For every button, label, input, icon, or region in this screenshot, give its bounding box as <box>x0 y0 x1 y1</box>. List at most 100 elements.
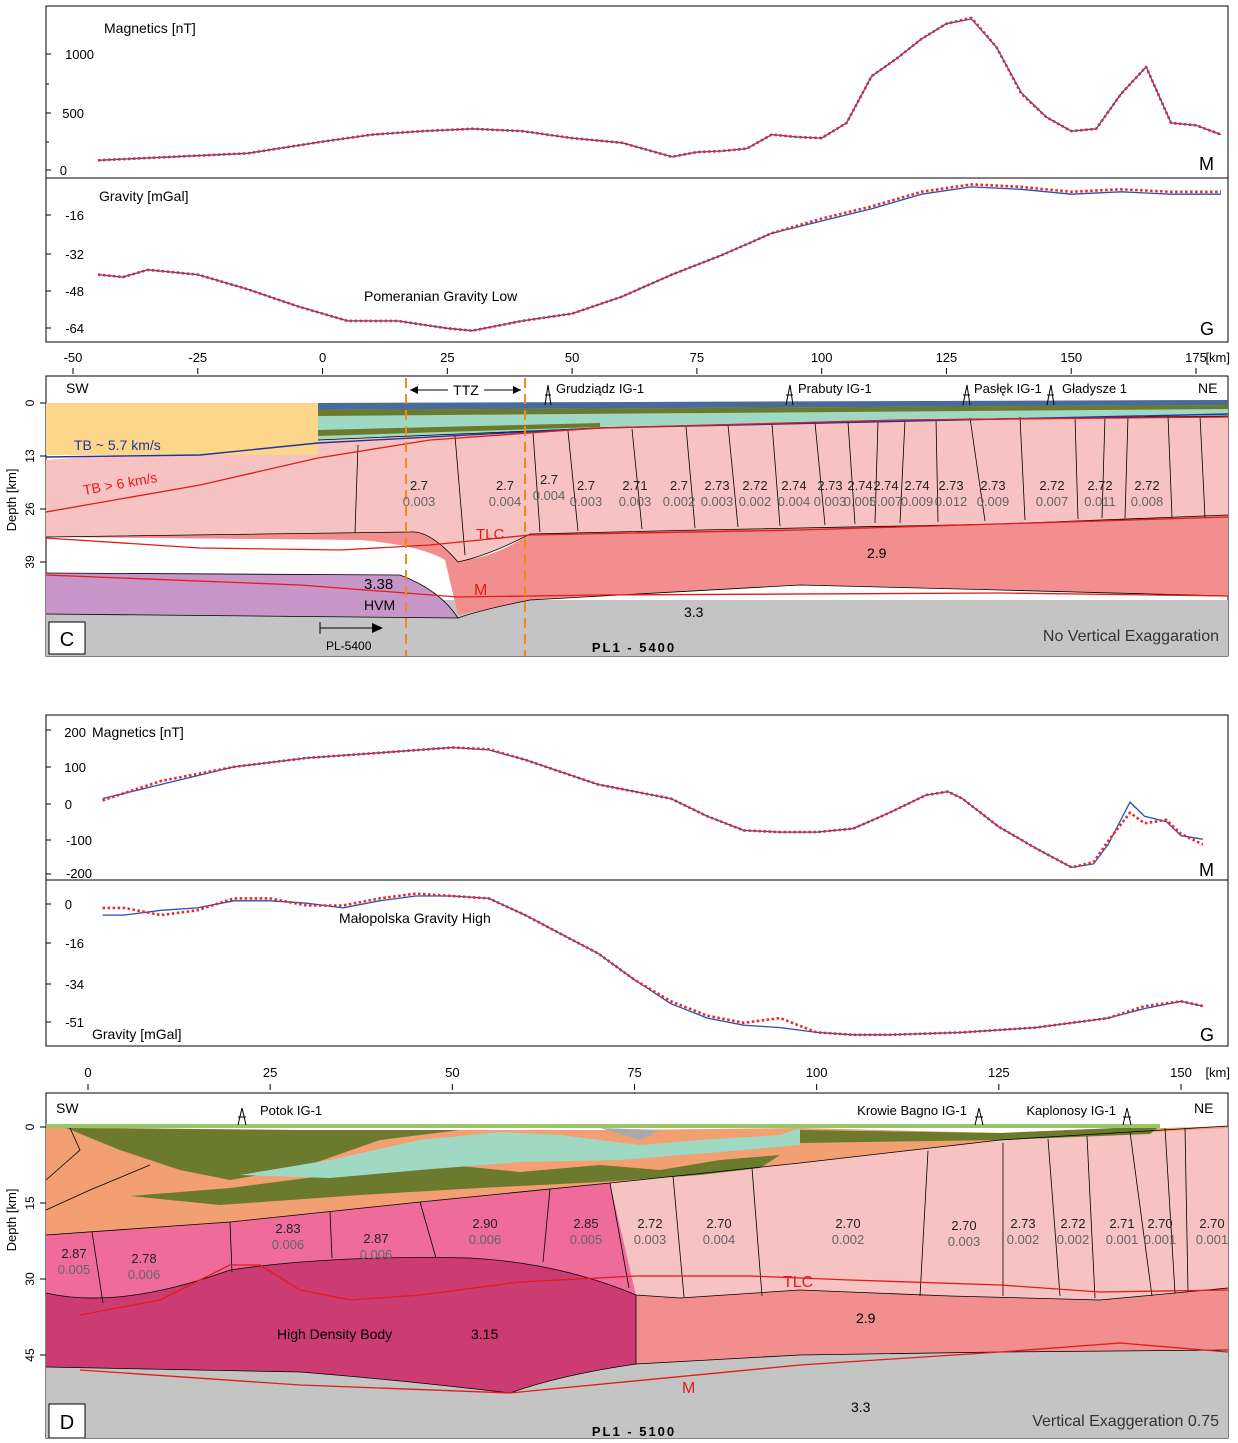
magnetics-d-ticks: 200 100 0 -100 -200 <box>46 725 92 881</box>
well-label: Kaplonosy IG-1 <box>1026 1103 1116 1118</box>
section-c-hvm-label: HVM <box>364 597 395 613</box>
section-c-depth-axis: 0 13 26 39 Depth [km] <box>4 399 46 569</box>
section-d-mid-crust <box>46 1183 636 1299</box>
section-d-hdb-density: 3.15 <box>471 1326 498 1342</box>
x-tick-label: 100 <box>806 1065 828 1080</box>
block-susceptibility: 0.001 <box>1106 1232 1139 1247</box>
section-c-hvm <box>46 573 458 618</box>
block-density: 2.7 <box>496 478 514 493</box>
section-c-tlc: TLC <box>476 526 505 543</box>
well-label: Pasłęk IG-1 <box>974 381 1042 396</box>
magnetics-c-ticks: 1000 500 0 <box>46 47 94 178</box>
svg-text:0: 0 <box>23 399 37 406</box>
block-susceptibility: 0.006 <box>469 1232 502 1247</box>
svg-text:-34: -34 <box>65 977 84 992</box>
magnetics-c-curves <box>97 16 1222 162</box>
section-c-profile-name: PL1 - 5400 <box>592 640 676 655</box>
section-c-moho: M <box>474 582 487 599</box>
section-d-upper-crust <box>610 1126 1228 1300</box>
magnetics-d-curves <box>102 746 1204 869</box>
gravity-c-frame <box>45 177 1229 343</box>
block-density: 2.70 <box>1199 1216 1224 1231</box>
magnetics-d-tag: M <box>1199 860 1214 880</box>
x-tick-label: 125 <box>936 350 958 365</box>
series-calculated <box>102 895 1204 1036</box>
svg-text:0: 0 <box>65 797 72 812</box>
well-icon <box>962 384 971 406</box>
svg-text:100: 100 <box>64 760 86 775</box>
svg-text:39: 39 <box>23 555 37 569</box>
section-c-sw: SW <box>66 380 89 396</box>
block-susceptibility: 0.005 <box>844 494 877 509</box>
gravity-d-ticks: 0 -16 -34 -51 <box>46 897 84 1030</box>
x-tick-label: 125 <box>988 1065 1010 1080</box>
svg-text:0: 0 <box>65 897 72 912</box>
section-c-tlc-line <box>45 516 1229 551</box>
section-c-hvm-density: 3.38 <box>364 576 393 593</box>
section-d-wells: Potok IG-1 Krowie Bagno IG-1 Kaplonosy I… <box>237 1103 1132 1126</box>
x-tick-label: 50 <box>565 350 579 365</box>
section-c-moho-line <box>45 574 1229 598</box>
block-susceptibility: 0.002 <box>832 1232 865 1247</box>
block-susceptibility: 0.005 <box>58 1262 91 1277</box>
block-susceptibility: 0.002 <box>1007 1232 1040 1247</box>
magnetics-c-tick-1000: 1000 <box>65 47 94 62</box>
block-density: 2.73 <box>938 478 963 493</box>
magnetics-c-frame <box>45 5 1229 179</box>
block-susceptibility: 0.006 <box>360 1247 393 1262</box>
x-tick-label: 100 <box>811 350 833 365</box>
block-susceptibility: 0.003 <box>570 494 603 509</box>
gravity-c-tick-64: -64 <box>65 321 84 336</box>
section-d-mantle-density: 3.3 <box>851 1399 871 1415</box>
block-density: 2.83 <box>275 1221 300 1236</box>
section-c-wells: Grudziądz IG-1 Prabuty IG-1 Pasłęk IG-1 … <box>544 381 1127 406</box>
block-density: 2.87 <box>61 1246 86 1261</box>
svg-text:13: 13 <box>23 449 37 463</box>
gravity-d-label: Gravity [mGal] <box>92 1026 181 1042</box>
section-c-depth-label: Depth [km] <box>4 469 19 532</box>
well-label: Prabuty IG-1 <box>798 381 872 396</box>
gravity-c-tick-32: -32 <box>65 247 84 262</box>
block-density: 2.7 <box>670 478 688 493</box>
block-density: 2.72 <box>742 478 767 493</box>
section-d-exaggeration: Vertical Exaggeration 0.75 <box>1032 1413 1219 1430</box>
block-density: 2.72 <box>1039 478 1064 493</box>
section-d-sw: SW <box>56 1100 79 1116</box>
well-icon <box>1122 1107 1132 1126</box>
section-d-lower-density: 2.9 <box>856 1310 876 1326</box>
x-tick-label: 150 <box>1060 350 1082 365</box>
section-c-upper-crust <box>46 416 1228 562</box>
section-c-tb6-line <box>45 416 1229 513</box>
section-d-profile-name: PL1 - 5100 <box>592 1424 676 1439</box>
block-density: 2.72 <box>1060 1216 1085 1231</box>
well-icon <box>1046 384 1055 406</box>
gravity-d-tag: G <box>1200 1025 1214 1045</box>
panel-c: Magnetics [nT] 1000 500 0 M Gravity [mGa… <box>4 5 1230 657</box>
section-d-letter: D <box>60 1412 74 1434</box>
series-observed <box>97 183 1221 333</box>
svg-text:26: 26 <box>23 502 37 516</box>
section-c-arrow-label: PL-5400 <box>326 639 372 653</box>
series-observed <box>97 16 1222 162</box>
section-c-sediment <box>46 403 318 455</box>
panel-d: Magnetics [nT] 200 100 0 -100 -200 M 0 -… <box>4 714 1230 1439</box>
block-susceptibility: 0.006 <box>128 1267 161 1282</box>
gravity-c-tick-48: -48 <box>65 284 84 299</box>
block-susceptibility: 0.004 <box>778 494 811 509</box>
section-c-tb-low: TB ~ 5.7 km/s <box>74 437 161 453</box>
section-d-tlc-line <box>79 1264 1229 1316</box>
x-tick-label: 75 <box>627 1065 641 1080</box>
x-axis-d-unit: [km] <box>1205 1065 1230 1080</box>
section-d-lower-crust <box>636 1288 1228 1364</box>
block-density: 2.74 <box>873 478 898 493</box>
block-density: 2.7 <box>410 478 428 493</box>
well-label: Krowie Bagno IG-1 <box>857 1103 967 1118</box>
section-c-mantle-density: 3.3 <box>684 604 704 620</box>
section-c-ne: NE <box>1198 380 1217 396</box>
section-d-hdb-label: High Density Body <box>277 1326 392 1342</box>
block-susceptibility: 0.003 <box>948 1234 981 1249</box>
well-label: Potok IG-1 <box>260 1103 322 1118</box>
block-susceptibility: 0.003 <box>814 494 847 509</box>
block-susceptibility: 0.003 <box>619 494 652 509</box>
section-d-depth-label: Depth [km] <box>4 1189 19 1252</box>
